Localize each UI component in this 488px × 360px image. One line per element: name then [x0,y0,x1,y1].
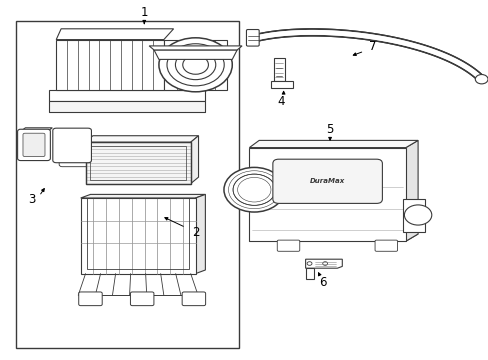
FancyBboxPatch shape [182,292,205,306]
Text: DuraMax: DuraMax [309,178,345,184]
Bar [16,21,238,348]
Polygon shape [20,128,52,131]
Polygon shape [190,136,198,184]
Text: 4: 4 [277,95,285,108]
FancyBboxPatch shape [277,240,299,251]
Bar [87,198,189,269]
Circle shape [474,75,487,84]
Polygon shape [163,40,227,90]
Circle shape [404,205,431,225]
FancyBboxPatch shape [246,30,259,46]
Polygon shape [305,268,314,279]
Circle shape [306,262,311,265]
Polygon shape [56,29,173,40]
Polygon shape [149,46,242,50]
Circle shape [233,174,275,205]
FancyBboxPatch shape [23,133,45,157]
Polygon shape [249,234,417,241]
Polygon shape [271,81,293,88]
Polygon shape [195,194,205,274]
FancyBboxPatch shape [53,128,91,163]
Text: 6: 6 [318,276,326,289]
Text: 3: 3 [28,193,36,206]
FancyBboxPatch shape [79,292,102,306]
Polygon shape [305,259,342,268]
Bar [249,148,405,241]
Text: 7: 7 [368,40,376,53]
FancyBboxPatch shape [130,292,154,306]
Circle shape [322,262,327,265]
Bar [85,142,190,184]
Circle shape [224,167,284,212]
Polygon shape [81,194,205,198]
Text: 5: 5 [325,123,333,136]
Circle shape [167,44,224,86]
FancyBboxPatch shape [374,240,397,251]
Circle shape [183,55,208,74]
Polygon shape [273,58,284,81]
FancyBboxPatch shape [18,129,50,161]
Bar [56,40,163,90]
Bar [90,146,185,180]
Polygon shape [403,199,425,232]
Bar [81,198,195,274]
Polygon shape [49,90,205,101]
Polygon shape [49,101,205,112]
Circle shape [175,50,215,80]
Polygon shape [405,140,417,241]
Text: 2: 2 [191,226,199,239]
FancyBboxPatch shape [59,136,92,167]
Bar [85,142,190,184]
Polygon shape [154,50,237,59]
Polygon shape [85,136,198,142]
Polygon shape [249,140,417,148]
Circle shape [159,38,232,92]
Text: 1: 1 [140,6,148,19]
FancyBboxPatch shape [272,159,382,203]
